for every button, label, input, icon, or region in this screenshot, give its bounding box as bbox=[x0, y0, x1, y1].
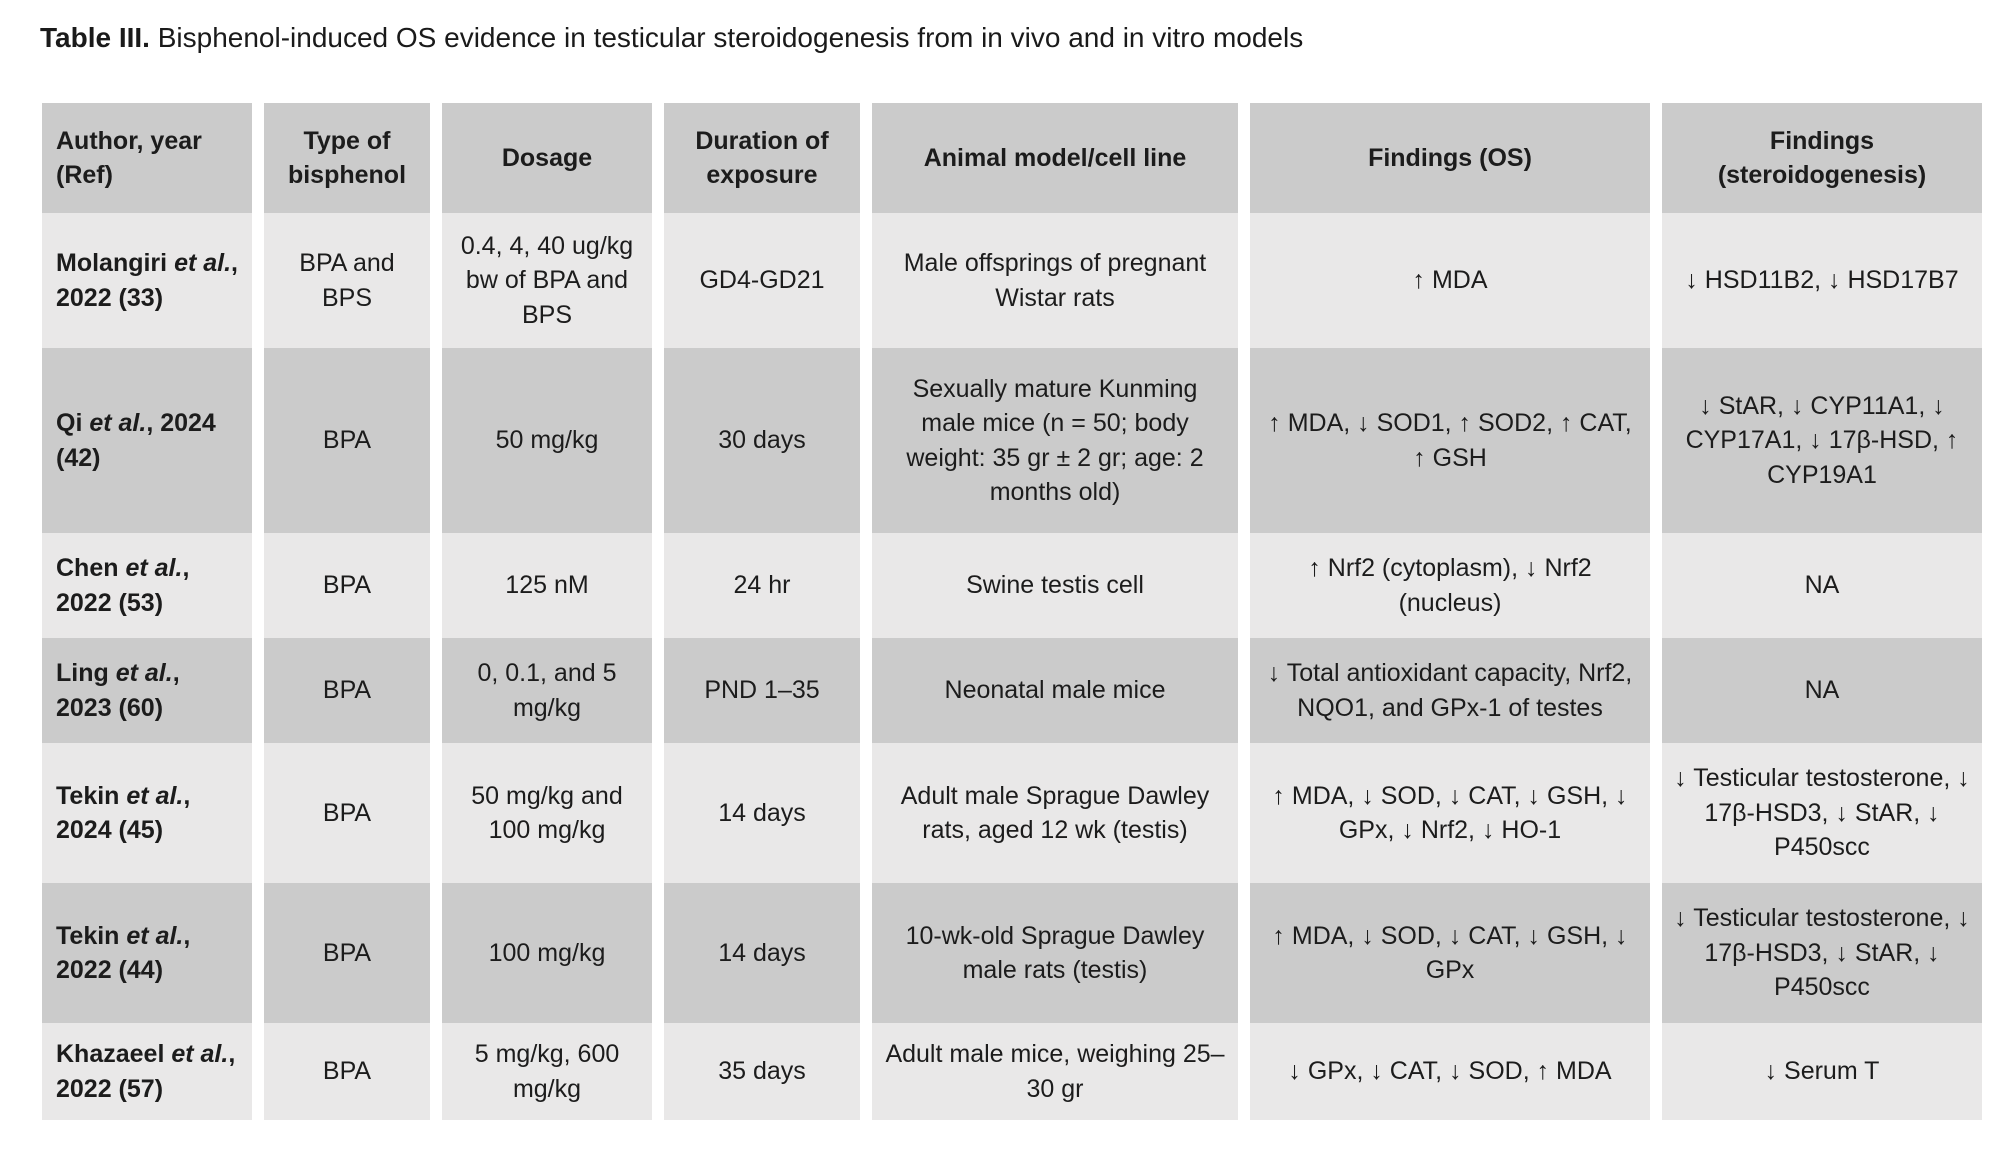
author-text: Tekin et al., 2024 (45) bbox=[56, 781, 191, 845]
author-text: Tekin et al., 2022 (44) bbox=[56, 921, 191, 985]
cell-dosage: 0.4, 4, 40 ug/kg bw of BPA and BPS bbox=[442, 213, 652, 348]
cell-findings-os: ↓ GPx, ↓ CAT, ↓ SOD, ↑ MDA bbox=[1250, 1023, 1650, 1120]
cell-model: Swine testis cell bbox=[872, 533, 1238, 638]
cell-type: BPA bbox=[264, 638, 430, 743]
cell-findings-os: ↓ Total antioxidant capacity, Nrf2, NQO1… bbox=[1250, 638, 1650, 743]
column-header-findings-steroid: Findings (steroidogenesis) bbox=[1662, 103, 1982, 213]
cell-findings-os: ↑ MDA, ↓ SOD, ↓ CAT, ↓ GSH, ↓ GPx, ↓ Nrf… bbox=[1250, 743, 1650, 883]
evidence-table: Author, year (Ref) Type of bisphenol Dos… bbox=[42, 103, 1982, 1120]
cell-findings-os: ↑ MDA, ↓ SOD, ↓ CAT, ↓ GSH, ↓ GPx bbox=[1250, 883, 1650, 1023]
cell-findings-steroid: NA bbox=[1662, 533, 1982, 638]
author-text: Ling et al., 2023 (60) bbox=[56, 659, 180, 722]
cell-dosage: 0, 0.1, and 5 mg/kg bbox=[442, 638, 652, 743]
cell-model: 10-wk-old Sprague Dawley male rats (test… bbox=[872, 883, 1238, 1023]
author-text: Chen et al., 2022 (53) bbox=[56, 554, 190, 617]
cell-findings-steroid: ↓ Testicular testosterone, ↓ 17β-HSD3, ↓… bbox=[1662, 883, 1982, 1023]
cell-duration: 30 days bbox=[664, 348, 860, 533]
cell-type: BPA bbox=[264, 883, 430, 1023]
cell-type: BPA bbox=[264, 533, 430, 638]
table-caption: Table III. Bisphenol-induced OS evidence… bbox=[40, 20, 1303, 56]
author-text: Khazaeel et al., 2022 (57) bbox=[56, 1040, 236, 1103]
cell-author: Molangiri et al., 2022 (33) bbox=[42, 213, 252, 348]
cell-findings-os: ↑ MDA bbox=[1250, 213, 1650, 348]
cell-findings-steroid: ↓ Testicular testosterone, ↓ 17β-HSD3, ↓… bbox=[1662, 743, 1982, 883]
cell-type: BPA and BPS bbox=[264, 213, 430, 348]
column-header-duration: Duration of exposure bbox=[664, 103, 860, 213]
column-header-findings-os: Findings (OS) bbox=[1250, 103, 1650, 213]
cell-dosage: 5 mg/kg, 600 mg/kg bbox=[442, 1023, 652, 1120]
cell-author: Tekin et al., 2024 (45) bbox=[42, 743, 252, 883]
cell-duration: 14 days bbox=[664, 883, 860, 1023]
column-header-author: Author, year (Ref) bbox=[42, 103, 252, 213]
cell-author: Chen et al., 2022 (53) bbox=[42, 533, 252, 638]
cell-type: BPA bbox=[264, 1023, 430, 1120]
cell-model: Sexually mature Kunming male mice (n = 5… bbox=[872, 348, 1238, 533]
cell-author: Qi et al., 2024 (42) bbox=[42, 348, 252, 533]
cell-author: Ling et al., 2023 (60) bbox=[42, 638, 252, 743]
cell-model: Male offsprings of pregnant Wistar rats bbox=[872, 213, 1238, 348]
cell-findings-steroid: NA bbox=[1662, 638, 1982, 743]
cell-duration: 35 days bbox=[664, 1023, 860, 1120]
author-text: Molangiri et al., 2022 (33) bbox=[56, 249, 238, 312]
cell-duration: 14 days bbox=[664, 743, 860, 883]
cell-type: BPA bbox=[264, 743, 430, 883]
cell-duration: 24 hr bbox=[664, 533, 860, 638]
author-text: Qi et al., 2024 (42) bbox=[56, 409, 216, 472]
cell-author: Khazaeel et al., 2022 (57) bbox=[42, 1023, 252, 1120]
cell-dosage: 125 nM bbox=[442, 533, 652, 638]
cell-findings-steroid: ↓ StAR, ↓ CYP11A1, ↓ CYP17A1, ↓ 17β-HSD,… bbox=[1662, 348, 1982, 533]
cell-dosage: 50 mg/kg and 100 mg/kg bbox=[442, 743, 652, 883]
cell-findings-steroid: ↓ HSD11B2, ↓ HSD17B7 bbox=[1662, 213, 1982, 348]
cell-dosage: 100 mg/kg bbox=[442, 883, 652, 1023]
table-caption-text: Bisphenol-induced OS evidence in testicu… bbox=[149, 22, 1304, 53]
table-caption-label: Table III. bbox=[40, 22, 150, 53]
cell-model: Adult male mice, weighing 25–30 gr bbox=[872, 1023, 1238, 1120]
cell-findings-steroid: ↓ Serum T bbox=[1662, 1023, 1982, 1120]
cell-type: BPA bbox=[264, 348, 430, 533]
cell-model: Adult male Sprague Dawley rats, aged 12 … bbox=[872, 743, 1238, 883]
cell-findings-os: ↑ Nrf2 (cytoplasm), ↓ Nrf2 (nucleus) bbox=[1250, 533, 1650, 638]
cell-author: Tekin et al., 2022 (44) bbox=[42, 883, 252, 1023]
cell-model: Neonatal male mice bbox=[872, 638, 1238, 743]
cell-dosage: 50 mg/kg bbox=[442, 348, 652, 533]
cell-duration: GD4-GD21 bbox=[664, 213, 860, 348]
cell-findings-os: ↑ MDA, ↓ SOD1, ↑ SOD2, ↑ CAT, ↑ GSH bbox=[1250, 348, 1650, 533]
column-header-dosage: Dosage bbox=[442, 103, 652, 213]
column-header-model: Animal model/cell line bbox=[872, 103, 1238, 213]
cell-duration: PND 1–35 bbox=[664, 638, 860, 743]
column-header-type: Type of bisphenol bbox=[264, 103, 430, 213]
